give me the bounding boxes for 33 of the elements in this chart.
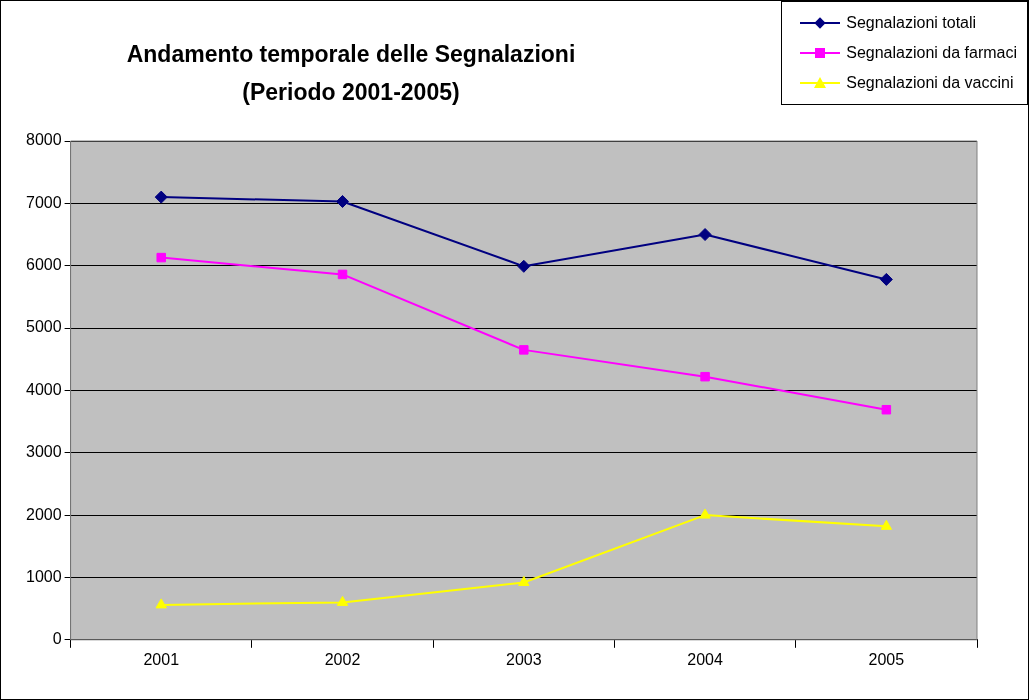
y-tick-label: 5000 — [26, 318, 62, 336]
y-tick-label: 6000 — [26, 256, 62, 274]
point — [880, 519, 893, 530]
point — [155, 598, 167, 609]
point — [517, 259, 531, 273]
y-tick-label: 1000 — [26, 567, 62, 585]
point — [879, 272, 893, 286]
point — [156, 252, 166, 263]
point — [699, 508, 711, 519]
chart-title: Andamento temporale delle Segnalazioni (Periodo 2001-2005) — [125, 40, 577, 107]
x-tick-label: 2003 — [506, 650, 542, 668]
y-tick-label: 8000 — [26, 131, 62, 149]
x-tick-label: 2004 — [687, 650, 723, 668]
point — [698, 228, 712, 242]
point — [337, 269, 348, 280]
y-tick-label: 7000 — [26, 193, 62, 211]
y-tick-label: 3000 — [26, 443, 62, 461]
x-tick-label: 2001 — [143, 650, 180, 668]
legend-label: Segnalazioni totali — [846, 13, 977, 33]
y-tick-label: 2000 — [26, 505, 62, 523]
legend-label: Segnalazioni da vaccini — [846, 73, 1014, 93]
point — [336, 595, 349, 606]
y-tick-label: 4000 — [26, 380, 62, 398]
legend-label: Segnalazioni da farmaci — [846, 43, 1017, 63]
point — [154, 190, 168, 204]
point — [881, 404, 892, 415]
point — [336, 194, 350, 208]
y-tick-label: 0 — [52, 630, 62, 648]
point — [700, 371, 710, 382]
x-tick-label: 2002 — [324, 650, 361, 668]
point — [519, 345, 529, 355]
point — [518, 575, 530, 586]
x-tick-label: 2005 — [868, 650, 905, 668]
